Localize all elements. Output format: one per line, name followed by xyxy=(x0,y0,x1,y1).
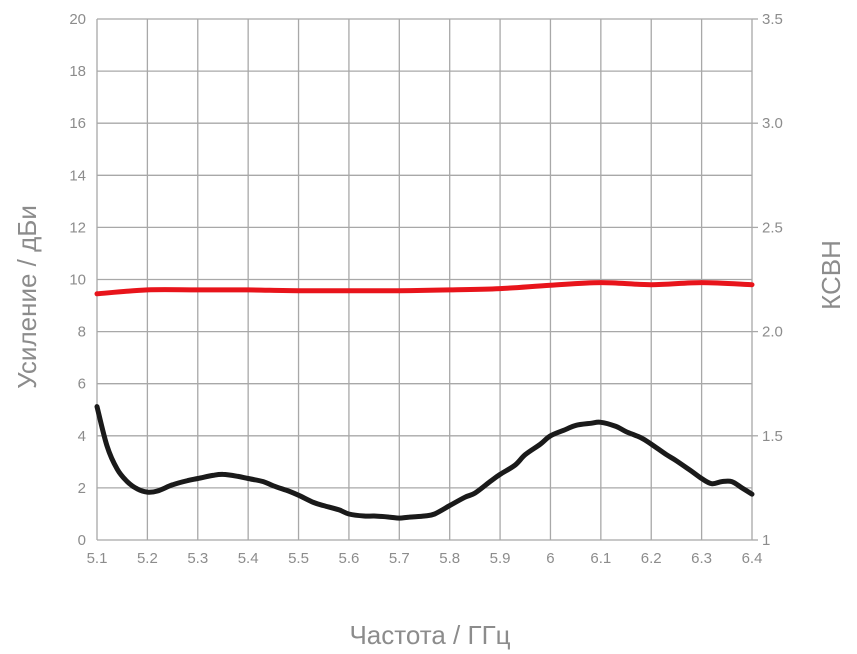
y-left-tick-label: 12 xyxy=(69,219,86,236)
x-tick-label: 5.6 xyxy=(338,550,359,567)
y-left-tick-label: 18 xyxy=(69,63,86,80)
x-tick-label: 5.7 xyxy=(389,550,410,567)
x-tick-label: 5.3 xyxy=(187,550,208,567)
x-tick-label: 6.4 xyxy=(742,550,763,567)
vswr-series-line xyxy=(94,404,755,521)
x-axis-title: Частота / ГГц xyxy=(349,620,510,650)
x-tick-label: 5.2 xyxy=(137,550,158,567)
y-left-tick-label: 4 xyxy=(78,428,86,445)
y-left-axis-title: Усиление / дБи xyxy=(12,205,42,389)
x-tick-label: 6.3 xyxy=(691,550,712,567)
gain-series-line xyxy=(94,280,755,297)
y-right-tick-label: 1 xyxy=(762,532,770,549)
y-right-tick-label: 2.5 xyxy=(762,219,783,236)
y-left-tick-label: 0 xyxy=(78,532,86,549)
tick-labels: 5.1 5.2 5.3 5.4 5.5 5.6 5.7 5.8 5.9 6 6.1 6.2 6.3 6.4… xyxy=(69,11,783,567)
x-tick-label: 6.2 xyxy=(641,550,662,567)
y-left-tick-label: 20 xyxy=(69,11,86,28)
y-right-tick-label: 2.0 xyxy=(762,324,783,341)
x-tick-label: 6 xyxy=(546,550,554,567)
y-left-tick-label: 16 xyxy=(69,115,86,132)
y-left-tick-label: 10 xyxy=(69,272,86,289)
y-left-tick-label: 14 xyxy=(69,167,86,184)
x-tick-label: 5.9 xyxy=(490,550,511,567)
grid xyxy=(96,18,758,541)
x-tick-label: 5.5 xyxy=(288,550,309,567)
y-left-tick-label: 6 xyxy=(78,376,86,393)
y-right-tick-label: 3.0 xyxy=(762,115,783,132)
x-tick-label: 6.1 xyxy=(590,550,611,567)
x-tick-label: 5.1 xyxy=(87,550,108,567)
x-tick-label: 5.8 xyxy=(439,550,460,567)
y-left-tick-label: 8 xyxy=(78,324,86,341)
y-right-tick-label: 1.5 xyxy=(762,428,783,445)
y-left-tick-label: 2 xyxy=(78,480,86,497)
x-tick-label: 5.4 xyxy=(238,550,259,567)
y-right-axis-title: КСВН xyxy=(816,240,846,310)
y-right-tick-label: 3.5 xyxy=(762,11,783,28)
series-lines xyxy=(94,280,755,521)
